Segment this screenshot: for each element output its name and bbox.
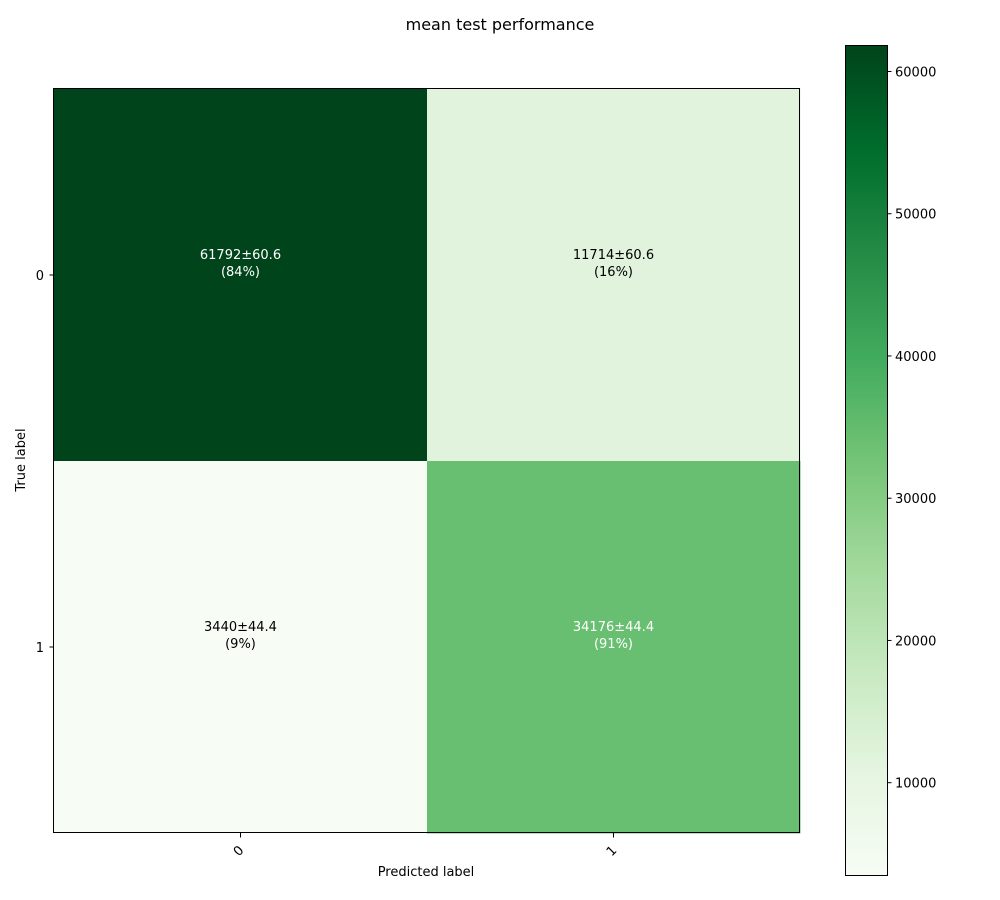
cell-value-label: 3440±44.4 <box>204 620 277 635</box>
chart-title: mean test performance <box>406 15 595 34</box>
colorbar-tick-label: 50000 <box>895 208 936 223</box>
x-tick-label: 1 <box>604 843 620 859</box>
colorbar <box>846 46 887 876</box>
colorbar-tick-label: 40000 <box>895 350 936 365</box>
cell-value-label: 34176±44.4 <box>573 620 654 635</box>
colorbar-tick-label: 10000 <box>895 777 936 792</box>
y-tick-label: 1 <box>36 641 44 656</box>
cell-value-label: 11714±60.6 <box>573 248 654 263</box>
colorbar-frame <box>845 45 888 876</box>
cell-value-label: 61792±60.6 <box>200 248 281 263</box>
heatmap-cell <box>427 89 801 462</box>
heatmap-cell <box>54 461 428 834</box>
x-tick-label: 0 <box>231 843 247 859</box>
y-axis-ticks: 01 <box>36 269 54 656</box>
colorbar-tick-label: 60000 <box>895 65 936 80</box>
heatmap-cells <box>54 89 801 834</box>
cell-percent-label: (9%) <box>225 637 256 652</box>
x-axis-label: Predicted label <box>378 865 475 880</box>
colorbar-ticks: 10000 20000 30000 40000 50000 60000 <box>887 65 936 792</box>
plot-frame <box>53 88 800 833</box>
colorbar-tick-label: 20000 <box>895 634 936 649</box>
heatmap-cell <box>54 89 428 462</box>
heatmap-cell <box>427 461 801 834</box>
cell-percent-label: (91%) <box>594 637 633 652</box>
cell-percent-label: (16%) <box>594 265 633 280</box>
cell-labels: 61792±60.6 (84%) 11714±60.6 (16%) 3440±44.4 (… <box>200 248 654 652</box>
y-axis-label: True label <box>14 428 29 492</box>
cell-percent-label: (84%) <box>221 265 260 280</box>
y-tick-label: 0 <box>36 269 44 284</box>
colorbar-tick-label: 30000 <box>895 492 936 507</box>
